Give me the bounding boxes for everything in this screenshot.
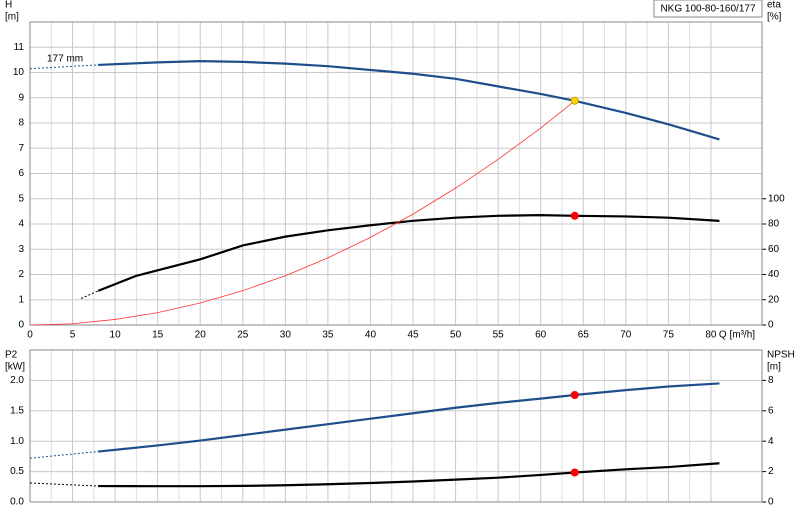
x-tick-label: 0 [27, 330, 33, 341]
y-axis-label: P2 [5, 350, 18, 361]
y-tick-label: 2.0 [10, 375, 24, 386]
y-tick-label: 1.0 [10, 436, 24, 447]
x-tick-label: 30 [280, 330, 292, 341]
x-tick-label: 45 [407, 330, 419, 341]
y2-tick-label: 2 [768, 466, 774, 477]
x-tick-label: 10 [110, 330, 122, 341]
y2-axis-label: eta [767, 0, 781, 11]
y2-tick-label: 20 [768, 294, 780, 305]
x-tick-label: 20 [195, 330, 207, 341]
y-axis-label: H [5, 0, 12, 11]
x-tick-label: 15 [152, 330, 164, 341]
y2-tick-label: 60 [768, 244, 780, 255]
y-tick-label: 8 [18, 118, 24, 129]
operating-point [570, 390, 579, 399]
y-tick-label: 1.5 [10, 405, 24, 416]
curve [29, 451, 99, 459]
x-tick-label: 80 [705, 330, 717, 341]
y2-axis-unit: [m] [767, 362, 781, 373]
y-tick-label: 5 [18, 193, 24, 204]
curve [98, 462, 720, 488]
operating-point [570, 211, 579, 220]
y-tick-label: 4 [18, 219, 24, 230]
x-tick-label: 70 [620, 330, 632, 341]
curve [29, 64, 99, 70]
y-tick-label: 3 [18, 244, 24, 255]
y2-axis-unit: [%] [767, 12, 782, 23]
plot-frame [29, 349, 763, 503]
plot-frame [29, 21, 763, 326]
y-tick-label: 0 [18, 320, 24, 331]
x-tick-label: 55 [493, 330, 505, 341]
y-tick-label: 11 [14, 42, 25, 53]
x-tick-label: 5 [70, 330, 76, 341]
y-axis-unit: [kW] [5, 362, 25, 373]
x-tick-label: 40 [365, 330, 377, 341]
operating-point [570, 96, 579, 105]
y2-tick-label: 0 [768, 320, 774, 331]
y2-tick-label: 40 [768, 269, 780, 280]
y-tick-label: 0.5 [10, 466, 24, 477]
curve [97, 382, 720, 453]
y-tick-label: 9 [18, 92, 24, 103]
y-axis-unit: [m] [5, 12, 19, 23]
y-tick-label: 0.0 [10, 497, 24, 508]
y-tick-label: 6 [18, 168, 24, 179]
curve-annotation: 177 mm [47, 54, 83, 65]
x-tick-label: 50 [450, 330, 462, 341]
y2-tick-label: 6 [768, 405, 774, 416]
x-tick-label: 75 [663, 330, 675, 341]
x-tick-label: 35 [322, 330, 334, 341]
y2-tick-label: 80 [768, 219, 780, 230]
x-tick-label: 65 [578, 330, 590, 341]
curve [29, 100, 575, 326]
y-tick-label: 7 [18, 143, 24, 154]
y-tick-label: 2 [18, 269, 24, 280]
x-tick-label: 25 [237, 330, 249, 341]
curve [97, 214, 720, 292]
x-tick-label: 60 [535, 330, 547, 341]
y2-tick-label: 0 [768, 497, 774, 508]
y2-tick-label: 8 [768, 375, 774, 386]
curve [80, 290, 99, 299]
y2-tick-label: 4 [768, 436, 774, 447]
y-tick-label: 10 [13, 67, 25, 78]
y2-axis-label: NPSH [767, 350, 795, 361]
operating-point [570, 468, 579, 477]
x-axis-label: Q [m³/h] [719, 330, 755, 341]
y-tick-label: 1 [18, 294, 24, 305]
chart-title: NKG 100-80-160/177 [660, 4, 756, 15]
y2-tick-label: 100 [768, 193, 785, 204]
title-box [653, 0, 763, 18]
curve [98, 60, 720, 141]
curve [29, 482, 99, 487]
